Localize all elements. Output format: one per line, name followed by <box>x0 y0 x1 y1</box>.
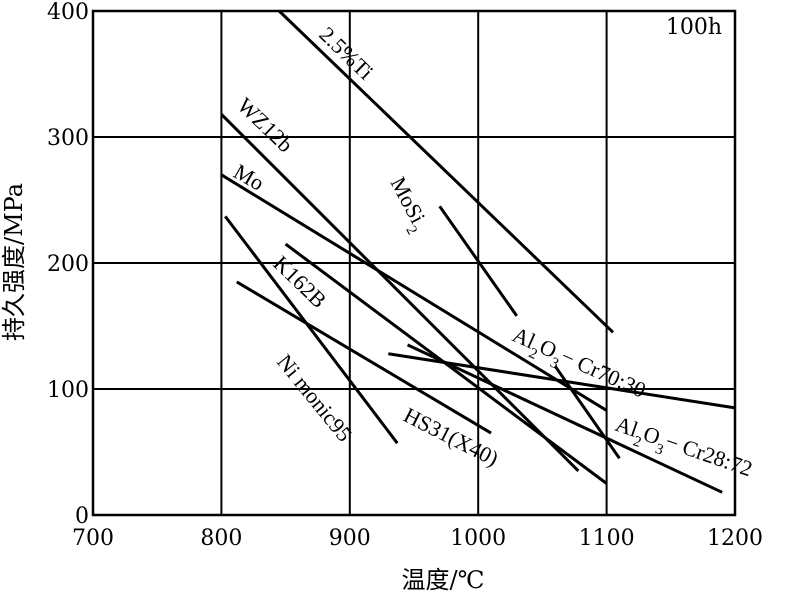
series-line <box>406 343 723 494</box>
series-label: HS31(X40) <box>400 402 503 471</box>
x-tick-label: 1100 <box>579 526 635 551</box>
x-tick-label: 900 <box>329 526 371 551</box>
y-tick-label: 400 <box>47 0 89 25</box>
x-tick-label: 800 <box>200 526 242 551</box>
series-label: WZ12b <box>233 93 299 158</box>
y-axis-label: 持久强度/MPa <box>0 183 28 341</box>
series-lines <box>220 9 736 494</box>
series-line <box>438 205 518 317</box>
x-axis-label: 温度/℃ <box>402 566 485 594</box>
series-label: K162B <box>269 251 332 313</box>
series-label: Al2O3− Cr70:30 <box>506 322 650 409</box>
y-tick-label: 100 <box>47 378 89 403</box>
series-line <box>236 280 492 435</box>
x-tick-label: 700 <box>72 526 114 551</box>
plot-frame <box>91 9 737 517</box>
duration-annotation: 100h <box>666 15 722 40</box>
series-line <box>278 9 615 334</box>
y-tick-label: 300 <box>47 126 89 151</box>
series-label: MoSi2 <box>379 173 434 238</box>
series-label: Mo <box>230 159 269 196</box>
series-label: Ni monic95 <box>272 349 357 446</box>
y-tick-label: 200 <box>47 252 89 277</box>
series-line <box>220 113 580 472</box>
y-tick-label: 0 <box>75 504 89 529</box>
series-line <box>224 215 399 445</box>
series-line <box>554 365 621 460</box>
tick-labels: 700 800 900 1000 1100 1200 0 100 200 300 400 <box>47 0 763 551</box>
x-tick-label: 1200 <box>707 526 763 551</box>
series-line <box>220 173 608 412</box>
x-tick-label: 1000 <box>450 526 506 551</box>
